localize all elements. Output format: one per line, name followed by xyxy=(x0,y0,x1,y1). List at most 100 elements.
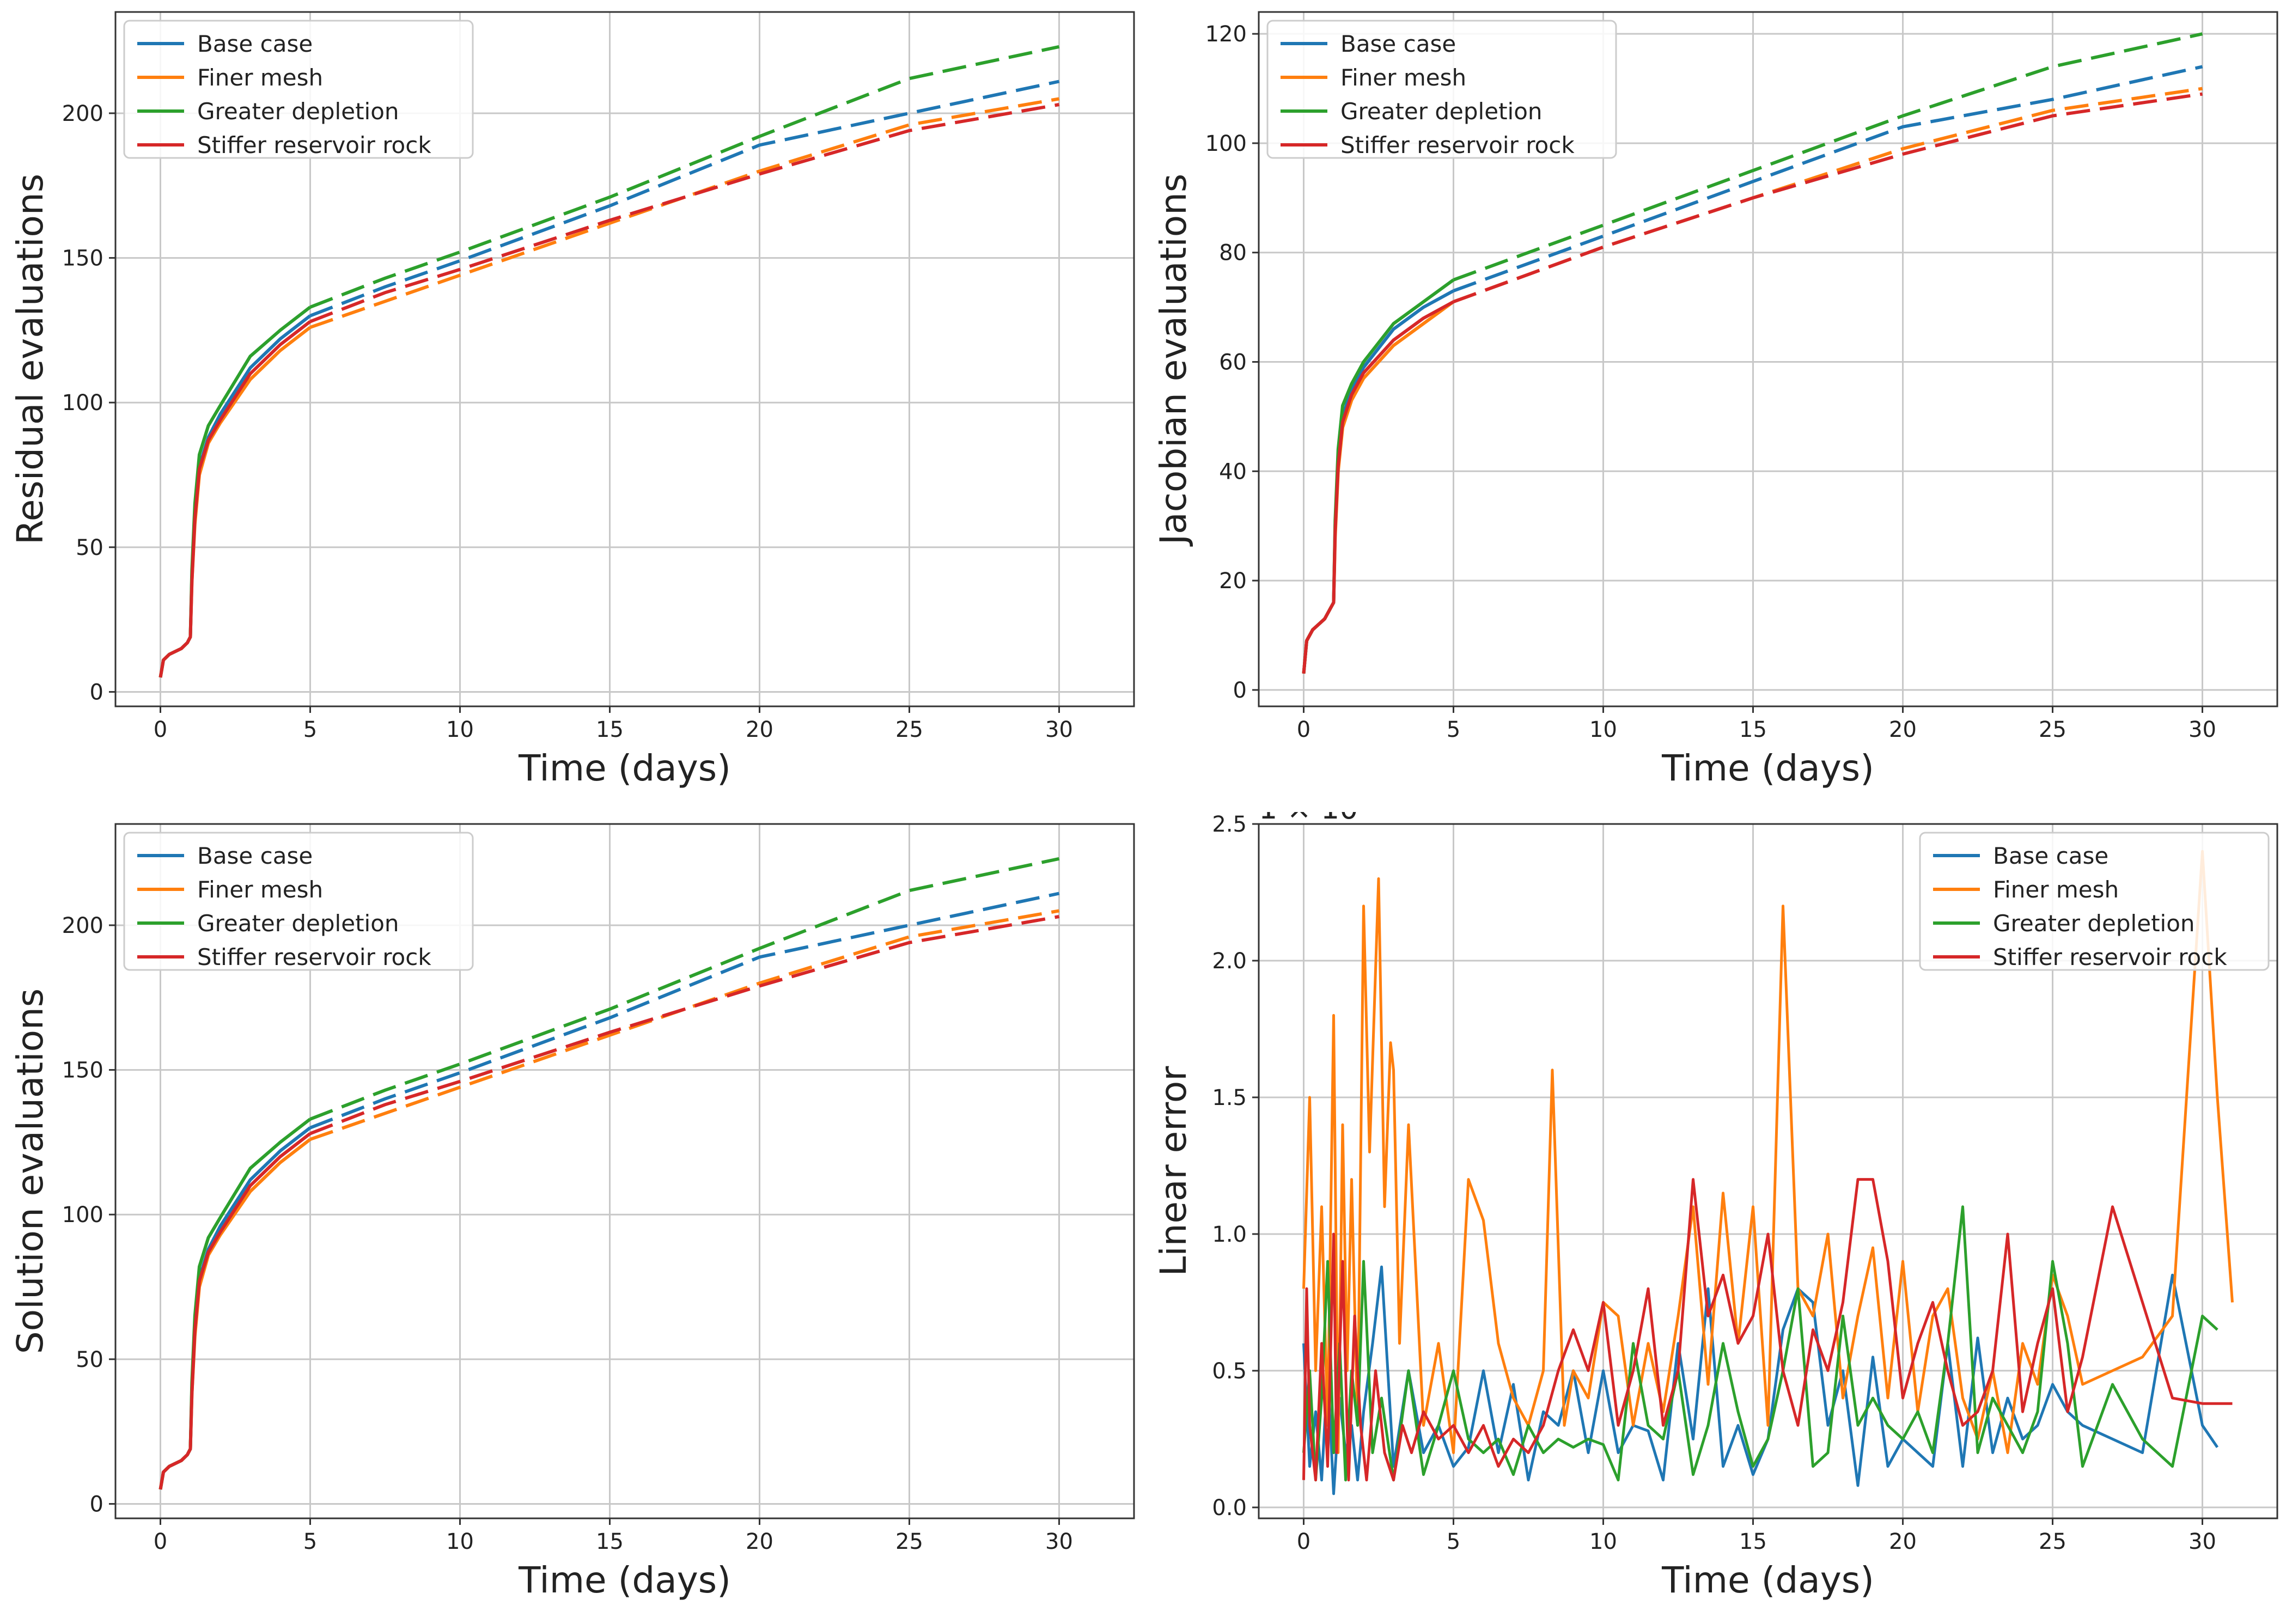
y-tick-label: 100 xyxy=(62,390,103,416)
x-tick-label: 0 xyxy=(154,717,167,742)
series-line-stiffer-reservoir-rock xyxy=(1302,300,1454,674)
y-tick-label: 100 xyxy=(1205,131,1247,156)
y-axis-label: Solution evaluations xyxy=(9,988,51,1354)
chart-svg: 0 5 10 15 20 25 30 0 50 100 150 200 Time (days) Solut… xyxy=(9,823,1135,1601)
series-line-dashed-stiffer-reservoir-rock xyxy=(309,103,1060,323)
y-tick-label: 200 xyxy=(62,913,103,938)
series-line-dashed-greater-depletion xyxy=(309,857,1060,1121)
plot-frame xyxy=(1258,11,2278,707)
y-tick-label: 50 xyxy=(76,535,103,560)
y-tick-label: 100 xyxy=(62,1202,103,1228)
legend: Base case Finer mesh Greater depletion Stif… xyxy=(1919,832,2270,971)
x-tick-label: 0 xyxy=(154,1529,167,1554)
legend-label-finer-mesh: Finer mesh xyxy=(197,64,323,91)
x-tick-label: 15 xyxy=(1739,1529,1767,1554)
legend-label-greater-depletion: Greater depletion xyxy=(197,98,399,125)
x-axis-label: Time (days) xyxy=(1661,747,1874,789)
plot-frame xyxy=(1258,823,2278,1519)
series-line-greater-depletion xyxy=(159,306,312,678)
x-tick-label: 25 xyxy=(895,1529,923,1554)
x-tick-label: 30 xyxy=(2189,717,2216,742)
legend-label-finer-mesh: Finer mesh xyxy=(1340,64,1466,91)
y-tick-label: 1.0 xyxy=(1212,1222,1247,1247)
legend-box xyxy=(1266,20,1617,159)
x-tick-label: 15 xyxy=(1739,717,1767,742)
y-axis-label: Jacobian evaluations xyxy=(1153,174,1194,547)
y-tick-label: 200 xyxy=(62,101,103,126)
y-tick-label: 80 xyxy=(1219,241,1247,266)
series-line-dashed-greater-depletion xyxy=(1453,32,2203,282)
x-tick-label: 5 xyxy=(303,717,317,742)
chart-jacobian-evaluations: 0 5 10 15 20 25 30 0 20 40 60 80 100 120 Time (days) Ja… xyxy=(1143,0,2286,812)
legend-box xyxy=(1919,832,2270,971)
x-tick-label: 10 xyxy=(1589,1529,1617,1554)
legend-label-base-case: Base case xyxy=(197,842,313,869)
x-tick-label: 0 xyxy=(1297,1529,1310,1554)
plot-frame xyxy=(114,11,1135,707)
x-axis-label: Time (days) xyxy=(518,747,731,789)
plot-frame xyxy=(114,823,1135,1519)
chart-svg: 0 5 10 15 20 25 30 0 20 40 60 80 100 120 Time (days) Ja… xyxy=(1153,11,2278,789)
y-tick-label: 0.5 xyxy=(1212,1359,1247,1384)
y-tick-label: 0.0 xyxy=(1212,1495,1247,1521)
y-axis-label: Residual evaluations xyxy=(9,174,51,545)
x-tick-label: 15 xyxy=(596,1529,624,1554)
series-line-dashed-stiffer-reservoir-rock xyxy=(309,915,1060,1135)
x-tick-label: 25 xyxy=(895,717,923,742)
legend-label-greater-depletion: Greater depletion xyxy=(197,910,399,937)
x-tick-label: 20 xyxy=(746,717,773,742)
y-axis-label: Linear error xyxy=(1153,1066,1194,1277)
y-tick-label: 50 xyxy=(76,1347,103,1372)
chart-svg: 0 5 10 15 20 25 30 0 50 100 150 200 Time (days) Resid… xyxy=(9,11,1135,789)
legend-label-base-case: Base case xyxy=(197,30,313,57)
legend: Base case Finer mesh Greater depletion Stif… xyxy=(1266,20,1617,159)
x-tick-label: 5 xyxy=(1447,1529,1460,1554)
series-line-stiffer-reservoir-rock xyxy=(159,320,312,678)
series-line-greater-depletion xyxy=(159,1118,312,1490)
chart-residual-evaluations: 0 5 10 15 20 25 30 0 50 100 150 200 Time (days) Resid… xyxy=(0,0,1143,812)
y-tick-label: 40 xyxy=(1219,459,1247,484)
x-tick-label: 25 xyxy=(2039,717,2066,742)
x-tick-label: 20 xyxy=(1889,1529,1917,1554)
y-tick-label: 2.5 xyxy=(1212,812,1247,837)
legend-label-base-case: Base case xyxy=(1993,842,2108,869)
series-line-dashed-base-case xyxy=(1453,65,2203,292)
legend-box xyxy=(123,832,474,971)
y-tick-label: 0 xyxy=(90,1492,103,1517)
series-line-stiffer-reservoir-rock xyxy=(1302,1178,2233,1482)
legend-label-stiffer-reservoir-rock: Stiffer reservoir rock xyxy=(1340,132,1575,158)
legend-label-stiffer-reservoir-rock: Stiffer reservoir rock xyxy=(197,944,431,970)
y-tick-label: 1.5 xyxy=(1212,1085,1247,1110)
x-tick-label: 10 xyxy=(446,717,474,742)
series-line-stiffer-reservoir-rock xyxy=(159,1132,312,1490)
scale-base: 1 × 10 xyxy=(1259,812,1358,826)
legend-label-greater-depletion: Greater depletion xyxy=(1340,98,1543,125)
x-tick-label: 5 xyxy=(1447,717,1460,742)
series-line-dashed-finer-mesh xyxy=(309,909,1060,1141)
y-tick-label: 0 xyxy=(90,680,103,705)
legend-label-finer-mesh: Finer mesh xyxy=(197,876,323,903)
series-line-base-case xyxy=(159,1126,312,1490)
chart-solution-evaluations: 0 5 10 15 20 25 30 0 50 100 150 200 Time (days) Solut… xyxy=(0,812,1143,1624)
x-tick-label: 20 xyxy=(746,1529,773,1554)
chart-svg: 0 5 10 15 20 25 30 0.0 0.5 1.0 1.5 2.0 2.5 Time (days… xyxy=(1153,812,2278,1601)
y-tick-label: 120 xyxy=(1205,22,1247,47)
y-tick-label: 20 xyxy=(1219,569,1247,594)
legend: Base case Finer mesh Greater depletion Stif… xyxy=(123,832,474,971)
x-tick-label: 30 xyxy=(2189,1529,2216,1554)
chart-linear-error: 0 5 10 15 20 25 30 0.0 0.5 1.0 1.5 2.0 2.5 Time (days… xyxy=(1143,812,2286,1624)
series-line-dashed-base-case xyxy=(309,892,1060,1130)
y-tick-label: 60 xyxy=(1219,350,1247,375)
x-tick-label: 0 xyxy=(1297,717,1310,742)
series-line-dashed-greater-depletion xyxy=(309,45,1060,309)
legend-label-greater-depletion: Greater depletion xyxy=(1993,910,2195,937)
y-tick-label: 0 xyxy=(1233,678,1247,703)
y-tick-label: 150 xyxy=(62,246,103,271)
legend-label-stiffer-reservoir-rock: Stiffer reservoir rock xyxy=(197,132,431,158)
series-line-finer-mesh xyxy=(1302,850,2234,1454)
x-tick-label: 20 xyxy=(1889,717,1917,742)
x-tick-label: 10 xyxy=(1589,717,1617,742)
series-line-base-case xyxy=(159,314,312,678)
legend-box xyxy=(123,20,474,159)
legend-label-base-case: Base case xyxy=(1340,30,1456,57)
